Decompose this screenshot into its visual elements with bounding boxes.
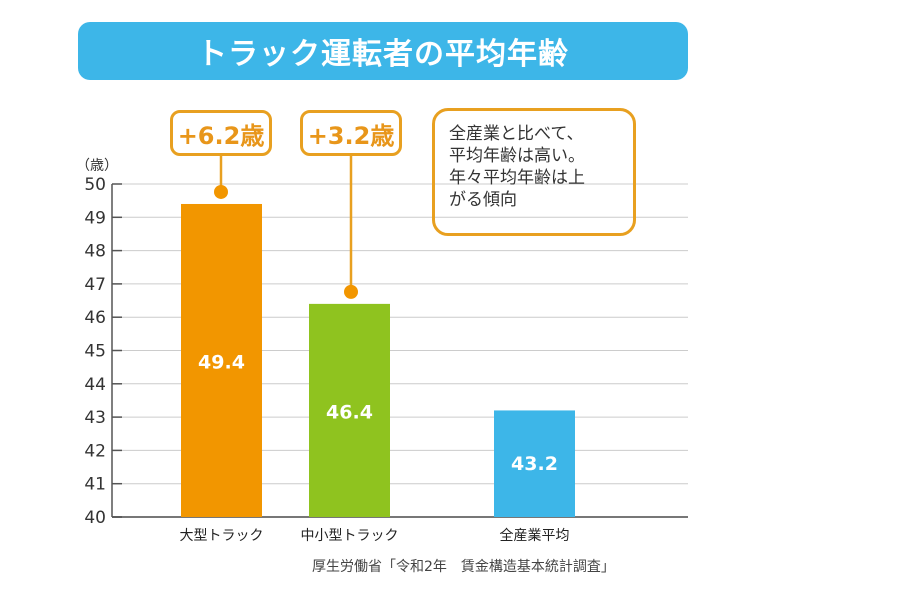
category-label: 全産業平均 [500, 527, 570, 544]
y-tick-label: 50 [84, 175, 106, 195]
y-tick-label: 48 [84, 242, 106, 262]
category-label: 中小型トラック [301, 528, 399, 544]
bar-value-label: 43.2 [511, 453, 558, 475]
bar [309, 303, 390, 517]
y-tick-label: 43 [84, 408, 106, 428]
y-tick-label: 47 [84, 275, 106, 295]
y-tick-label: 46 [84, 308, 106, 328]
category-label: 大型トラック [180, 528, 264, 544]
callout-dot [214, 184, 228, 199]
annotation-small-truck: +3.2歳 [300, 110, 402, 156]
y-tick-label: 44 [84, 375, 106, 395]
y-tick-label: 40 [84, 508, 106, 528]
bar-value-label: 46.4 [326, 401, 373, 423]
bar-value-label: 49.4 [198, 351, 245, 373]
y-tick-label: 41 [84, 475, 106, 495]
chart-title: トラック運転者の平均年齢 [78, 22, 688, 80]
y-tick-label: 42 [84, 441, 106, 461]
note-box: 全産業と比べて、 平均年齢は高い。 年々平均年齢は上 がる傾向 [432, 108, 636, 236]
bar [181, 203, 262, 518]
y-axis-label: （歳） [76, 158, 118, 174]
y-tick-label: 45 [84, 342, 106, 362]
source-text: 厚生労働省「令和2年 賃金構造基本統計調査」 [312, 559, 615, 575]
y-tick-label: 49 [84, 208, 106, 228]
callout-dot [344, 284, 358, 299]
bar [494, 410, 575, 517]
annotation-large-truck: +6.2歳 [170, 110, 272, 156]
